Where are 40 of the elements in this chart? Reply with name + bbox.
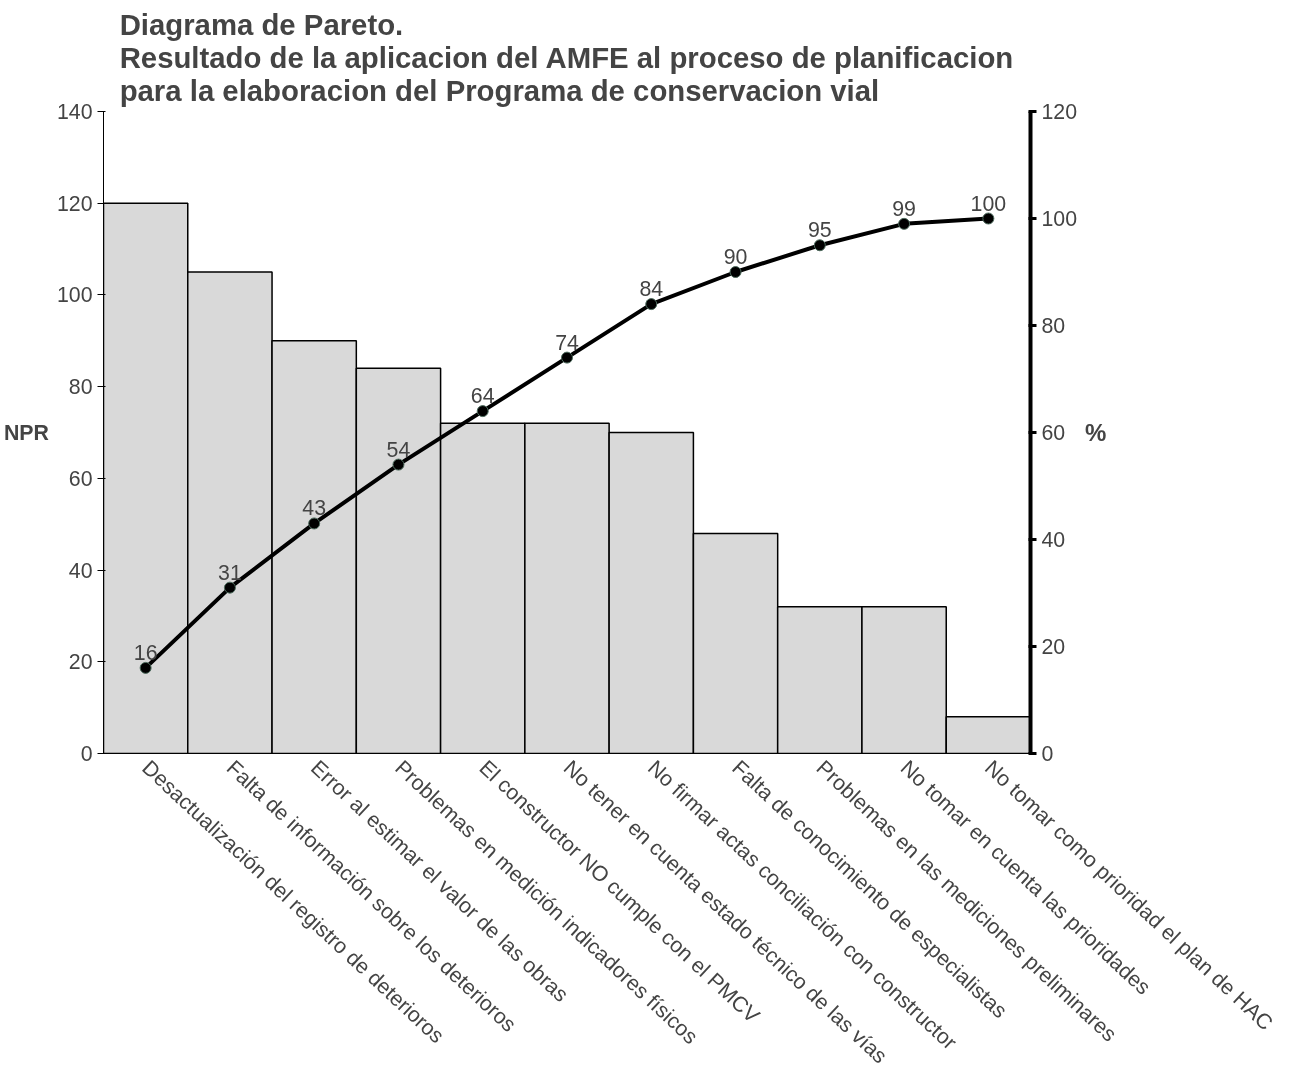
data-label: 43	[302, 496, 327, 521]
data-label: 95	[807, 218, 832, 243]
point	[561, 351, 573, 364]
data-label: 84	[639, 277, 664, 302]
data-label: 74	[555, 330, 579, 355]
y2-tick-label: 80	[1041, 314, 1066, 338]
point	[645, 298, 658, 311]
y2-tick-label: 0	[1041, 742, 1054, 766]
y-tick-label: 80	[68, 375, 93, 400]
data-label: 99	[892, 196, 916, 221]
y-tick-label: 40	[68, 558, 93, 583]
y-tick-label: 100	[56, 283, 93, 308]
y2-tick-label: 120	[1041, 100, 1078, 124]
point	[308, 517, 321, 530]
y2-axis-title: %	[1085, 419, 1107, 446]
y-tick-label: 20	[68, 650, 93, 675]
chart-title: Diagrama de Pareto. Resultado de la aplicacion del AMFE al proceso de planificacion para la elaboracion del Programa de conservacion vial	[119, 7, 1014, 107]
data-label: 31	[218, 560, 242, 585]
point	[139, 661, 152, 674]
data-label: 16	[133, 640, 158, 665]
data-label: 54	[386, 437, 411, 462]
y2-tick-label: 100	[1041, 207, 1078, 231]
point	[392, 458, 405, 471]
y-tick-label: 140	[56, 100, 93, 124]
data-label: 64	[470, 384, 495, 409]
y-tick-label: 120	[56, 191, 93, 216]
y-axis-title: NPR	[3, 420, 49, 445]
y2-tick-label: 20	[1041, 635, 1066, 659]
data-label: 90	[723, 245, 748, 269]
point	[813, 239, 826, 252]
data-label: 100	[970, 191, 1007, 216]
y-tick-label: 0	[80, 742, 93, 766]
point	[982, 212, 995, 225]
y2-tick-label: 60	[1041, 421, 1066, 445]
y-tick-label: 60	[68, 466, 93, 491]
point	[223, 581, 236, 594]
point	[476, 405, 489, 418]
point	[898, 217, 911, 230]
y2-tick-label: 40	[1041, 528, 1066, 552]
point	[729, 266, 742, 278]
